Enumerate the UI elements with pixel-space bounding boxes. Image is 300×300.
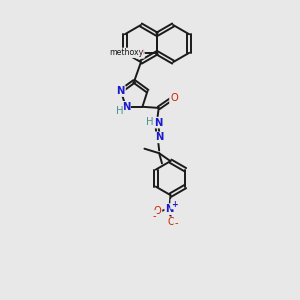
Text: +: + (171, 200, 178, 209)
Text: N: N (154, 118, 162, 128)
Text: H: H (116, 106, 123, 116)
Text: O: O (136, 48, 144, 58)
Text: O: O (170, 93, 178, 103)
Text: -: - (152, 211, 156, 221)
Text: N: N (117, 86, 125, 96)
Text: N: N (155, 132, 163, 142)
Text: N: N (165, 204, 173, 214)
Text: O: O (168, 217, 176, 227)
Text: H: H (146, 117, 153, 127)
Text: O: O (154, 206, 161, 216)
Text: methoxy: methoxy (109, 48, 143, 57)
Text: -: - (174, 218, 178, 228)
Text: N: N (122, 102, 130, 112)
